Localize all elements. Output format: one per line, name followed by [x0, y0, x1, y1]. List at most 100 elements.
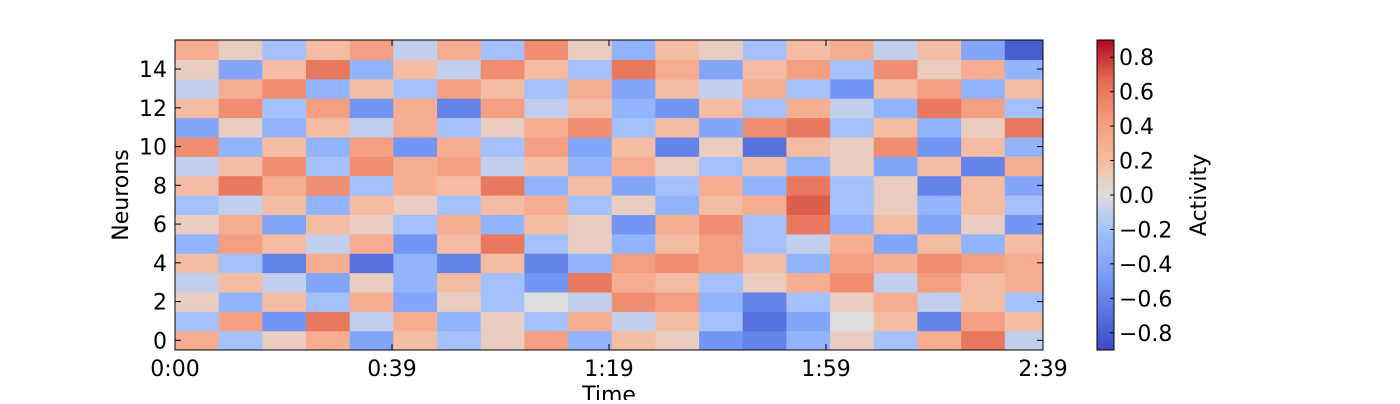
- heatmap-cell: [917, 272, 962, 293]
- heatmap-cell: [306, 136, 351, 157]
- heatmap-cell: [873, 214, 919, 235]
- heatmap-cell: [524, 40, 569, 60]
- heatmap-cell: [393, 311, 438, 332]
- heatmap-cell: [349, 59, 394, 80]
- heatmap-cell: [699, 291, 744, 312]
- heatmap-cells: [175, 40, 1043, 350]
- heatmap-cell: [480, 233, 525, 254]
- heatmap-cell: [699, 59, 744, 80]
- heatmap-cell: [699, 136, 744, 157]
- heatmap-cell: [568, 136, 613, 157]
- heatmap-cell: [175, 117, 220, 138]
- heatmap-cell: [306, 214, 351, 235]
- heatmap-cell: [480, 214, 525, 235]
- heatmap-cell: [568, 59, 613, 80]
- heatmap-cell: [524, 59, 569, 80]
- heatmap-cell: [393, 59, 438, 80]
- heatmap-cell: [786, 98, 831, 119]
- heatmap-cell: [786, 330, 831, 350]
- heatmap-cell: [786, 117, 831, 138]
- heatmap-cell: [349, 117, 394, 138]
- heatmap-cell: [917, 330, 962, 350]
- heatmap-cell: [480, 59, 525, 80]
- heatmap-cell: [437, 214, 482, 235]
- heatmap-cell: [742, 195, 788, 215]
- heatmap-cell: [655, 233, 700, 254]
- heatmap-cell: [262, 117, 307, 138]
- heatmap-cell: [437, 78, 482, 99]
- colorbar-tick-label: 0.4: [1119, 115, 1154, 140]
- x-tick-label: 2:39: [1018, 357, 1067, 382]
- heatmap-cell: [873, 98, 919, 119]
- heatmap-cell: [1004, 272, 1043, 293]
- heatmap-cell: [917, 214, 962, 235]
- heatmap-cell: [393, 78, 438, 99]
- heatmap-cell: [349, 78, 394, 99]
- heatmap-cell: [262, 136, 307, 157]
- heatmap-cell: [655, 291, 700, 312]
- heatmap-cell: [480, 98, 525, 119]
- colorbar-tick-label: 0.8: [1119, 46, 1154, 71]
- heatmap-cell: [830, 59, 875, 80]
- heatmap-cell: [786, 253, 831, 274]
- heatmap-cell: [1004, 156, 1043, 177]
- heatmap-cell: [480, 78, 525, 99]
- heatmap-cell: [873, 195, 919, 215]
- heatmap-cell: [611, 98, 656, 119]
- heatmap-cell: [655, 311, 700, 332]
- heatmap-cell: [611, 330, 656, 350]
- heatmap-cell: [742, 330, 788, 350]
- heatmap-cell: [262, 253, 307, 274]
- heatmap-cell: [873, 233, 919, 254]
- heatmap-cell: [1004, 59, 1043, 80]
- heatmap-cell: [786, 59, 831, 80]
- heatmap-cell: [655, 117, 700, 138]
- heatmap-cell: [655, 330, 700, 350]
- heatmap-cell: [873, 253, 919, 274]
- heatmap-cell: [786, 40, 831, 60]
- heatmap-cell: [873, 330, 919, 350]
- heatmap-cell: [480, 330, 525, 350]
- heatmap-cell: [480, 117, 525, 138]
- heatmap-cell: [437, 117, 482, 138]
- heatmap-cell: [568, 40, 613, 60]
- heatmap-cell: [218, 98, 263, 119]
- heatmap-cell: [786, 156, 831, 177]
- heatmap-cell: [1004, 311, 1043, 332]
- x-tick-label: 0:39: [367, 357, 416, 382]
- heatmap-cell: [175, 136, 220, 157]
- colorbar-tick-label: −0.8: [1119, 322, 1172, 347]
- heatmap-cell: [437, 40, 482, 60]
- heatmap-cell: [218, 175, 263, 196]
- heatmap-cell: [262, 59, 307, 80]
- heatmap-cell: [437, 272, 482, 293]
- heatmap-cell: [262, 233, 307, 254]
- heatmap-cell: [873, 156, 919, 177]
- heatmap-cell: [1004, 40, 1043, 60]
- heatmap-cell: [961, 253, 1006, 274]
- heatmap-cell: [218, 330, 263, 350]
- heatmap-cell: [961, 195, 1006, 215]
- heatmap-cell: [830, 291, 875, 312]
- heatmap-cell: [175, 59, 220, 80]
- heatmap-cell: [393, 195, 438, 215]
- heatmap-cell: [961, 233, 1006, 254]
- heatmap-cell: [306, 311, 351, 332]
- heatmap-cell: [480, 272, 525, 293]
- heatmap-cell: [568, 272, 613, 293]
- heatmap-cell: [961, 175, 1006, 196]
- heatmap-cell: [917, 59, 962, 80]
- heatmap-cell: [742, 291, 788, 312]
- heatmap-cell: [568, 214, 613, 235]
- heatmap-cell: [568, 311, 613, 332]
- heatmap-cell: [306, 117, 351, 138]
- heatmap-cell: [699, 233, 744, 254]
- heatmap-cell: [524, 156, 569, 177]
- heatmap-cell: [306, 233, 351, 254]
- heatmap-cell: [1004, 117, 1043, 138]
- heatmap-cell: [611, 78, 656, 99]
- heatmap-cell: [524, 311, 569, 332]
- heatmap-cell: [218, 117, 263, 138]
- heatmap-cell: [961, 156, 1006, 177]
